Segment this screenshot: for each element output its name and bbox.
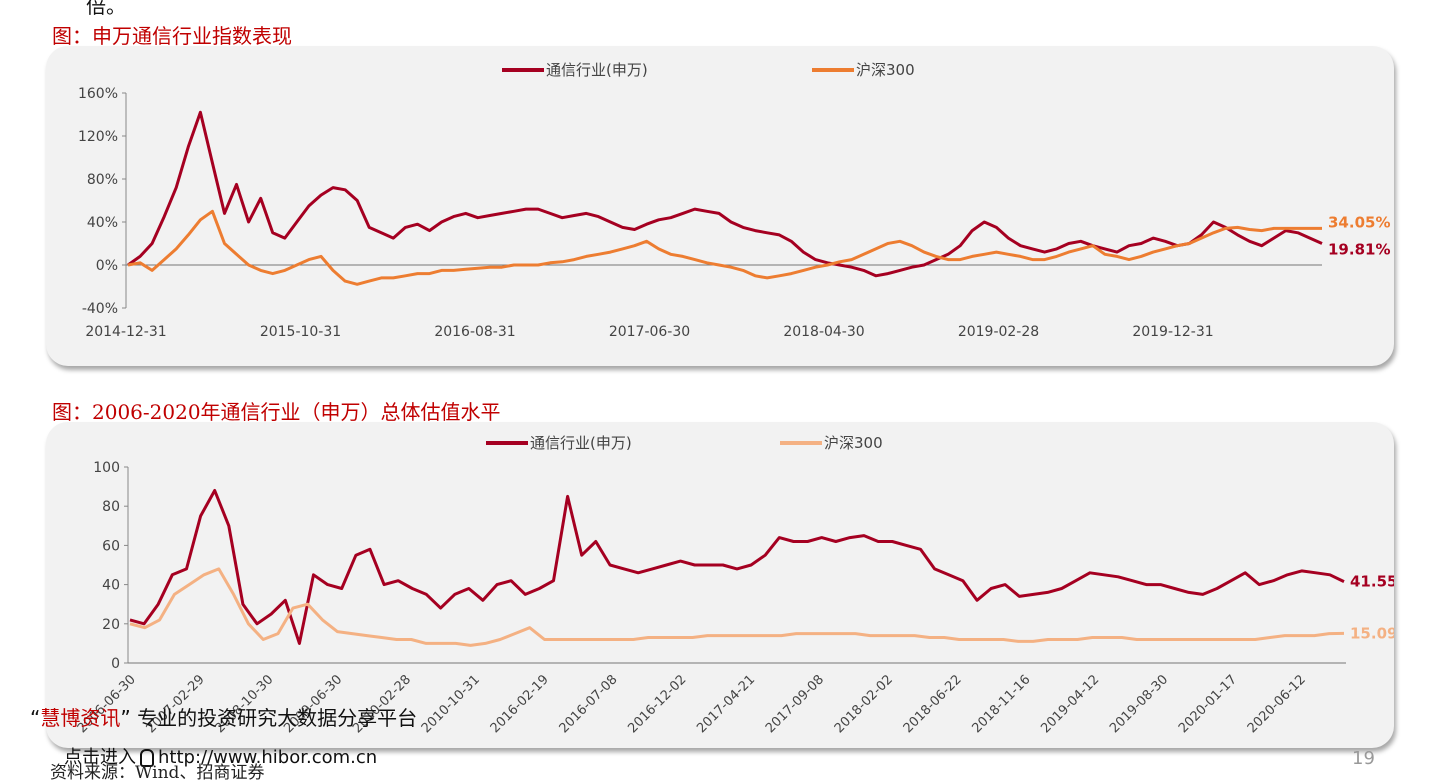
chart2-series-line-0 — [129, 489, 1345, 645]
chart2-x-tick-label: 2018-11-16 — [969, 672, 1033, 736]
chart1-title: 图：申万通信行业指数表现 — [52, 24, 292, 48]
chart2-legend-label-0: 通信行业(申万) — [530, 434, 632, 452]
chart1-x-tick-label: 2019-02-28 — [958, 324, 1039, 340]
chart1-x-tick-label: 2016-08-31 — [434, 324, 515, 340]
chart2-end-label-1: 15.09 — [1350, 624, 1394, 642]
chart1-end-label-0: 19.81% — [1328, 241, 1390, 259]
chart1-x-tick-label: 2015-10-31 — [260, 324, 341, 340]
chart2-x-tick-label: 2020-01-17 — [1176, 672, 1240, 736]
chart1-y-tick-label: 120% — [78, 129, 118, 145]
chart2-x-tick-label: 2016-02-19 — [488, 672, 552, 736]
chart2-title: 图：2006-2020年通信行业（申万）总体估值水平 — [52, 400, 501, 424]
chart2-y-tick-label: 60 — [102, 538, 120, 554]
chart1-y-tick-label: -40% — [82, 301, 118, 317]
chart1-y-tick-label: 0% — [96, 258, 118, 274]
chart2-y-tick-label: 0 — [111, 656, 120, 672]
chart2-y-tick-label: 100 — [93, 460, 120, 476]
chart1-series-line-1 — [127, 209, 1322, 286]
chart1-end-label-1: 34.05% — [1328, 213, 1390, 231]
chart2-y-tick-label: 80 — [102, 499, 120, 515]
chart1-x-tick-label: 2014-12-31 — [85, 324, 166, 340]
watermark: “慧博资讯” 专业的投资研究大数据分享平台 — [30, 702, 417, 731]
page-number: 19 — [1352, 748, 1375, 769]
chart1-legend-label-1: 沪深300 — [856, 61, 915, 79]
chart2-series-line-1 — [129, 567, 1345, 647]
chart1-y-tick-label: 80% — [87, 172, 118, 188]
chart1-svg: 通信行业(申万) 沪深300 160% 120% 80% 40% 0% -40% 2014-12… — [78, 61, 1391, 340]
watermark-quote-close: ” — [120, 706, 131, 730]
chart2-x-tick-label: 2016-12-02 — [625, 672, 689, 736]
chart2-x-tick-label: 2016-07-08 — [557, 672, 621, 736]
chart2-x-tick-label: 2017-09-08 — [763, 672, 827, 736]
chart2-panel: 通信行业(申万) 沪深300 100 80 60 40 20 0 2006-06-30 2007-… — [46, 422, 1394, 748]
chart1-x-tick-label: 2018-04-30 — [783, 324, 864, 340]
chart1-series-line-0 — [127, 110, 1323, 278]
chart2-x-tick-label: 2018-06-22 — [901, 672, 965, 736]
watermark-tagline: 专业的投资研究大数据分享平台 — [130, 706, 418, 730]
watermark-link-row[interactable]: 点击进入 http://www.hibor.com.cn — [64, 743, 377, 769]
watermark-link-prefix: 点击进入 — [64, 747, 136, 768]
chart2-y-tick-label: 20 — [102, 617, 120, 633]
source-note: 资料来源：Wind、招商证券 — [50, 763, 265, 783]
watermark-brand: 慧博资讯 — [40, 706, 121, 730]
chart2-x-tick-label: 2018-02-02 — [832, 672, 896, 736]
chart2-x-tick-label: 2020-06-12 — [1245, 672, 1309, 736]
chart2-x-tick-label: 2017-04-21 — [694, 672, 758, 736]
chart2-x-tick-label: 2019-04-12 — [1038, 672, 1102, 736]
chart2-x-tick-label: 2019-08-30 — [1107, 672, 1171, 736]
top-text: 倍。 — [86, 0, 126, 18]
watermark-link[interactable]: http://www.hibor.com.cn — [158, 747, 378, 768]
chart1-y-tick-label: 160% — [78, 86, 118, 102]
watermark-quote-open: “ — [30, 706, 41, 730]
chart2-y-tick-label: 40 — [102, 578, 120, 594]
chart1-legend-label-0: 通信行业(申万) — [546, 61, 648, 79]
chart1-x-tick-label: 2017-06-30 — [609, 324, 690, 340]
chart2-x-tick-label: 2010-10-31 — [419, 672, 483, 736]
hand-pointer-icon — [140, 749, 154, 767]
chart1-y-tick-label: 40% — [87, 215, 118, 231]
chart1-panel: 通信行业(申万) 沪深300 160% 120% 80% 40% 0% -40% 2014-12… — [46, 46, 1394, 366]
chart1-x-tick-label: 2019-12-31 — [1132, 324, 1213, 340]
chart2-legend-label-1: 沪深300 — [824, 434, 883, 452]
chart2-end-label-0: 41.55 — [1350, 573, 1394, 591]
